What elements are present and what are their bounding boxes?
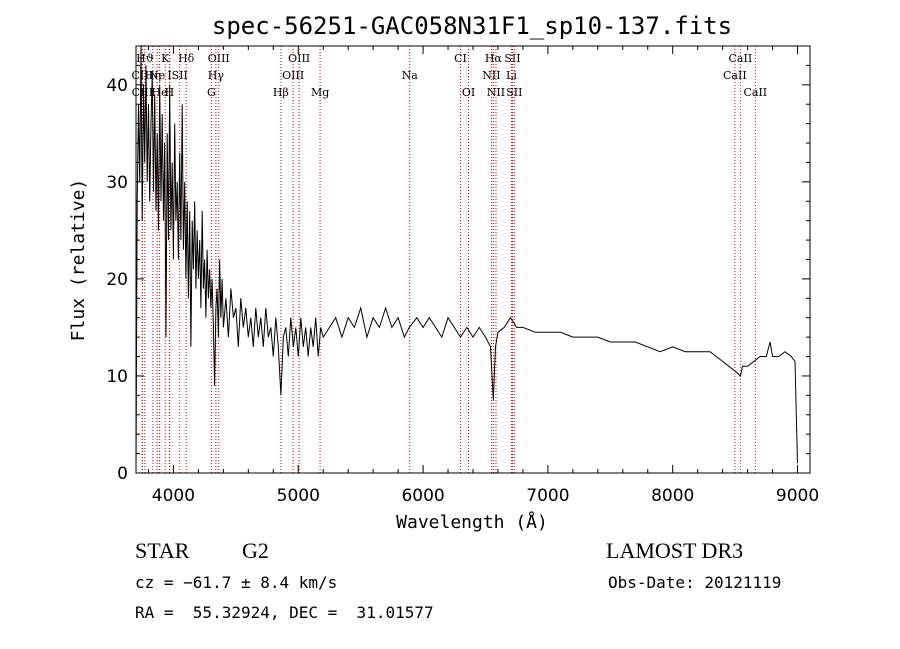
line-label: CIII <box>132 86 153 99</box>
redshift-value: cz = −61.7 ± 8.4 km/s <box>135 573 338 592</box>
line-label: Hδ <box>178 52 195 65</box>
obs-date: Obs-Date: 20121119 <box>608 573 782 592</box>
line-label: CaII <box>743 86 767 99</box>
x-tick-label: 8000 <box>651 486 694 506</box>
x-tick-label: 5000 <box>277 486 320 506</box>
plot-frame <box>135 45 811 474</box>
line-label: OIII <box>288 52 310 65</box>
survey-name: LAMOST DR3 <box>606 538 744 563</box>
line-label: Mg <box>311 86 329 99</box>
line-label: OI <box>462 86 475 99</box>
line-label: SII <box>504 52 520 65</box>
line-label: Hϑ <box>136 52 154 65</box>
line-label: CI <box>454 52 467 65</box>
x-tick-label: 6000 <box>401 486 444 506</box>
line-label: Hβ <box>273 86 289 99</box>
line-label: NII <box>482 69 500 82</box>
y-axis: 0 10 20 30 40 <box>106 45 810 484</box>
y-tick-label: 40 <box>106 76 128 96</box>
line-label: NII <box>487 86 505 99</box>
line-label: Hα <box>485 52 503 65</box>
line-label: SII <box>506 86 522 99</box>
coordinates: RA = 55.32924, DEC = 31.01577 <box>135 603 434 622</box>
line-label: SII <box>172 69 188 82</box>
y-tick-label: 10 <box>106 367 128 387</box>
x-axis-label: Wavelength (Å) <box>396 511 548 533</box>
x-tick-label: 7000 <box>526 486 569 506</box>
x-tick-label: 4000 <box>152 486 195 506</box>
y-axis-label: Flux (relative) <box>68 179 89 342</box>
y-tick-label: 30 <box>106 173 128 193</box>
x-axis: 4000 5000 6000 7000 8000 9000 <box>147 46 819 506</box>
line-label: G <box>207 86 216 99</box>
line-label: I <box>168 69 172 82</box>
line-label: OIII <box>282 69 304 82</box>
line-label: CaII <box>723 69 747 82</box>
line-label: Li <box>506 69 517 82</box>
line-label: Hη <box>145 69 161 82</box>
x-tick-label: 9000 <box>776 486 819 506</box>
chart-title: spec-56251-GAC058N31F1_sp10-137.fits <box>212 12 732 40</box>
spectrum-line <box>135 45 798 474</box>
line-label: Hγ <box>208 69 225 82</box>
line-label: OIII <box>208 52 230 65</box>
y-tick-label: 0 <box>117 464 128 484</box>
object-subclass: G2 <box>242 538 269 563</box>
line-label: CaII <box>729 52 753 65</box>
line-label: CIII <box>132 69 153 82</box>
object-class: STAR <box>135 538 190 563</box>
y-tick-label: 20 <box>106 270 128 290</box>
line-label: Na <box>402 69 419 82</box>
line-label: K <box>161 52 170 65</box>
line-label: Ne <box>149 69 165 82</box>
